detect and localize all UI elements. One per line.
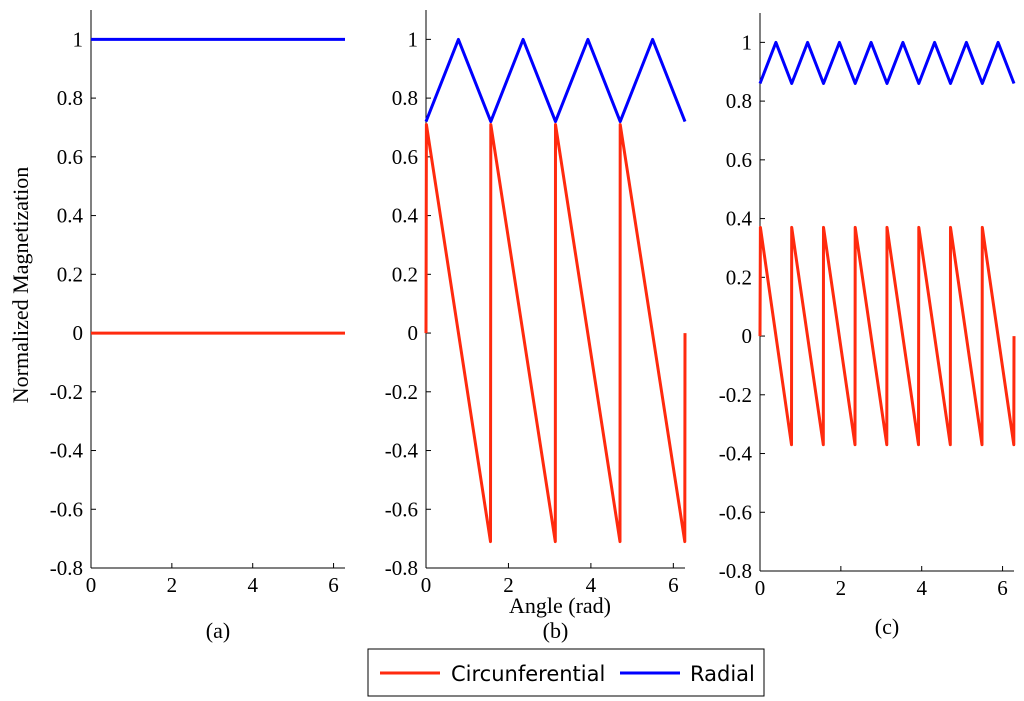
legend: Circunferential Radial: [367, 648, 765, 697]
y-tick-label-b-9: 1: [408, 27, 419, 51]
y-tick-label-c-6: 0.4: [726, 207, 753, 231]
panel-c: -0.8 -0.6 -0.4 -0.2 0 0.2 0.4 0.6 0.8 1 0 2 4 6 (c): [719, 13, 1016, 639]
y-tick-label-b-7: 0.6: [392, 145, 418, 169]
y-tick-label-b-1: -0.6: [385, 497, 418, 521]
x-tick-label-b-0: 0: [421, 573, 432, 597]
series-line-radial-b: [424, 37, 687, 124]
y-tick-label-b-6: 0.4: [392, 204, 419, 228]
x-tick-label-c-3: 6: [997, 576, 1008, 600]
y-tick-label-c-0: -0.8: [719, 559, 752, 583]
legend-label-circunferential: Circunferential: [451, 662, 605, 686]
x-axis-label: Angle (rad): [509, 593, 611, 618]
y-tick-label-a-4: 0: [73, 321, 84, 345]
y-tick-label-c-7: 0.6: [726, 148, 752, 172]
y-axis-label: Normalized Magnetization: [8, 167, 33, 403]
y-tick-label-b-2: -0.4: [385, 439, 419, 463]
y-tick-label-a-5: 0.2: [57, 262, 83, 286]
x-tick-label-b-1: 2: [503, 573, 514, 597]
y-tick-label-b-3: -0.2: [385, 380, 418, 404]
x-tick-label-a-0: 0: [86, 573, 97, 597]
x-tick-label-a-2: 4: [247, 573, 258, 597]
y-tick-label-c-3: -0.2: [719, 383, 752, 407]
panel-b: -0.8 -0.6 -0.4 -0.2 0 0.2 0.4 0.6 0.8 1 0 2 4 6 (b): [385, 10, 687, 643]
x-tick-label-b-3: 6: [668, 573, 679, 597]
panel-caption-c: (c): [875, 614, 899, 639]
y-tick-label-a-3: -0.2: [50, 380, 83, 404]
y-tick-label-a-1: -0.6: [50, 497, 83, 521]
y-tick-label-a-7: 0.6: [57, 145, 83, 169]
x-tick-label-a-1: 2: [167, 573, 178, 597]
y-tick-label-c-9: 1: [742, 30, 753, 54]
y-tick-label-b-4: 0: [408, 321, 419, 345]
chart-panels: -0.8-0.6-0.4-0.200.20.40.60.810 2 4 6(a)-0.…: [50, 10, 1016, 643]
y-tick-label-b-8: 0.8: [392, 86, 418, 110]
y-tick-label-a-8: 0.8: [57, 86, 83, 110]
x-tick-label-b-2: 4: [586, 573, 597, 597]
x-tick-label-c-0: 0: [755, 576, 766, 600]
y-tick-label-a-9: 1: [73, 27, 84, 51]
x-tick-label-c-1: 2: [836, 576, 847, 600]
y-tick-label-c-2: -0.4: [719, 442, 753, 466]
panel-caption-a: (a): [206, 618, 230, 643]
y-tick-label-c-1: -0.6: [719, 500, 752, 524]
panel-a: -0.8 -0.6 -0.4 -0.2 0 0.2 0.4 0.6 0.8 1 0 2 4 6 (a): [50, 10, 345, 643]
y-tick-label-c-4: 0: [742, 324, 753, 348]
y-tick-label-a-6: 0.4: [57, 204, 84, 228]
series-line-radial-c: [758, 40, 1016, 85]
panel-caption-b: (b): [543, 618, 569, 643]
y-tick-label-b-0: -0.8: [385, 556, 418, 580]
y-tick-label-c-5: 0.2: [726, 265, 752, 289]
series-line-circunferential-b: [424, 123, 687, 544]
y-tick-label-a-0: -0.8: [50, 556, 83, 580]
series-line-circunferential-c: [758, 225, 1016, 447]
y-tick-label-b-5: 0.2: [392, 262, 418, 286]
legend-label-radial: Radial: [690, 662, 755, 686]
x-tick-label-c-2: 4: [916, 576, 927, 600]
x-tick-label-a-3: 6: [328, 573, 339, 597]
y-tick-label-c-8: 0.8: [726, 89, 752, 113]
y-tick-label-a-2: -0.4: [50, 439, 84, 463]
